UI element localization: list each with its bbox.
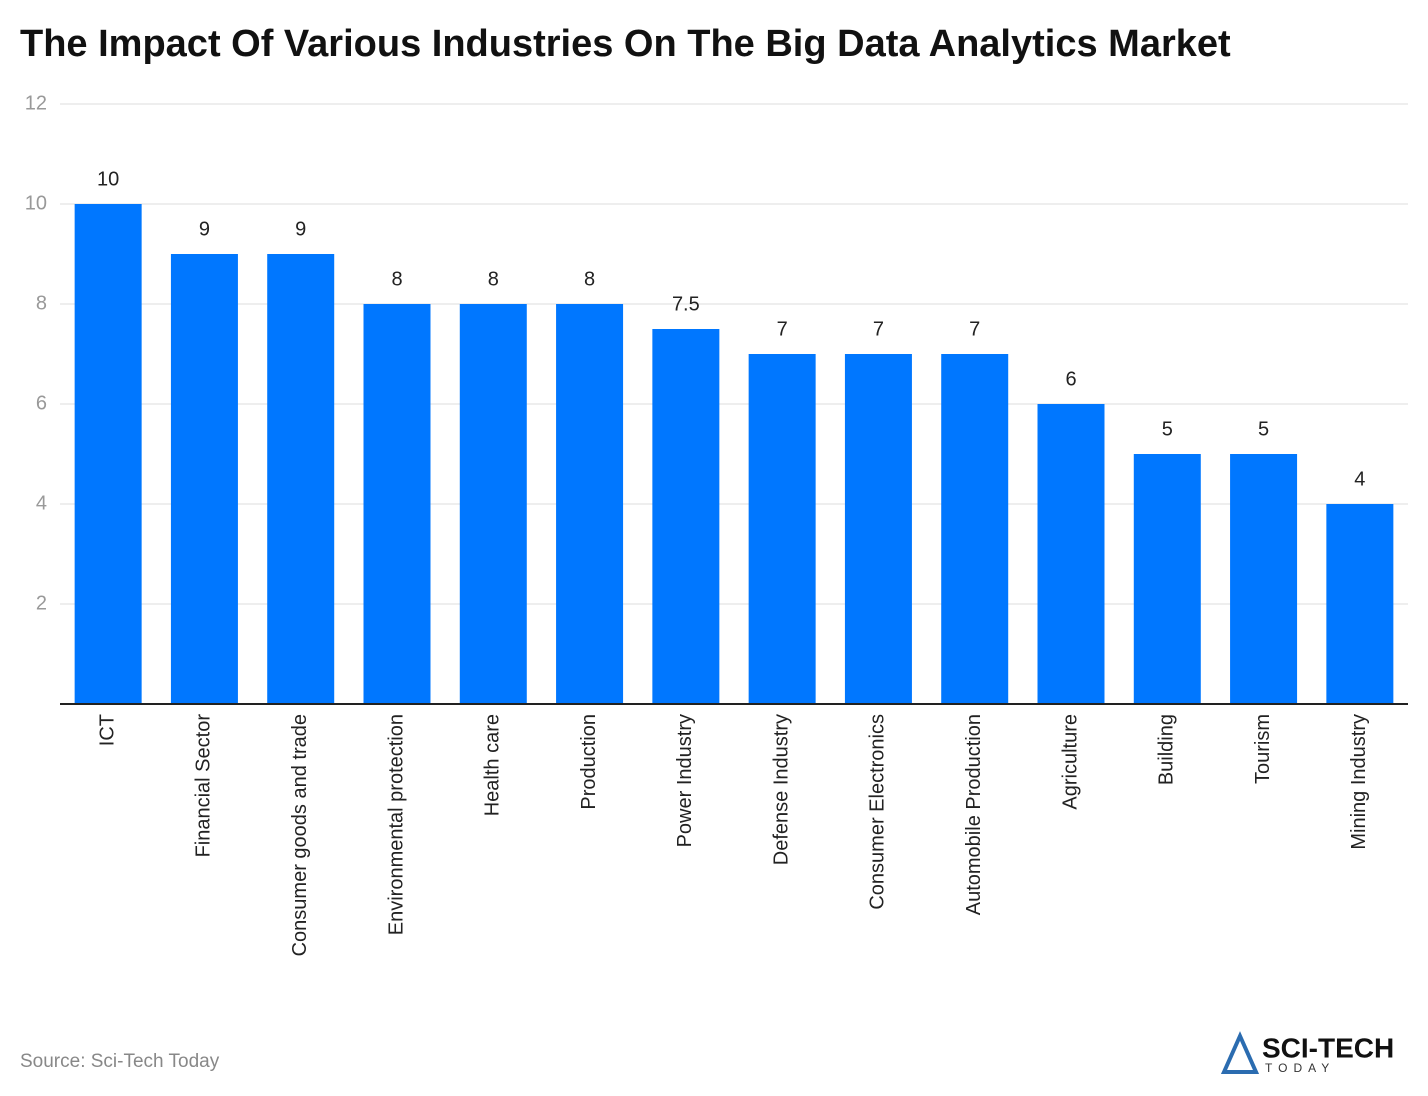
x-tick-label: ICT — [96, 714, 118, 746]
bar — [1326, 504, 1394, 704]
logo: SCI-TECH TODAY — [1220, 1031, 1394, 1075]
source: Source: Sci-Tech Today — [20, 1051, 220, 1072]
value-label: 8 — [488, 268, 499, 290]
x-tick-label: Financial Sector — [193, 714, 215, 858]
y-tick-label: 4 — [36, 492, 47, 514]
bar — [170, 254, 238, 704]
value-label: 7 — [969, 318, 980, 340]
bar — [74, 204, 142, 704]
x-tick-label: Power Industry — [674, 714, 696, 847]
bar — [1133, 454, 1201, 704]
value-label: 8 — [584, 268, 595, 290]
value-label: 10 — [97, 168, 119, 190]
x-tick-label: Consumer goods and trade — [289, 714, 311, 956]
y-tick-label: 6 — [36, 392, 47, 414]
x-tick-label: Environmental protection — [385, 714, 407, 935]
bar — [267, 254, 335, 704]
bar — [844, 354, 912, 704]
x-tick-label: Agriculture — [1059, 714, 1081, 810]
value-label: 5 — [1258, 418, 1269, 440]
x-tick-label: Defense Industry — [770, 714, 792, 865]
x-tick-label: Building — [1156, 714, 1178, 785]
x-tick-label: Mining Industry — [1348, 714, 1370, 850]
value-label: 7.5 — [672, 293, 700, 315]
x-tick-label: Consumer Electronics — [867, 714, 889, 910]
bar — [652, 329, 720, 704]
value-label: 5 — [1162, 418, 1173, 440]
value-label: 9 — [295, 218, 306, 240]
bar — [941, 354, 1009, 704]
x-tick-label: Automobile Production — [963, 714, 985, 915]
y-tick-label: 10 — [25, 192, 47, 214]
y-tick-label: 12 — [25, 92, 47, 114]
y-tick-label: 2 — [36, 592, 47, 614]
chart-title: The Impact Of Various Industries On The … — [20, 23, 1231, 65]
x-tick-label: Tourism — [1252, 714, 1274, 784]
bar — [1230, 454, 1298, 704]
bar — [748, 354, 816, 704]
logo-icon — [1220, 1031, 1260, 1074]
bar — [1037, 404, 1105, 704]
x-tick-label: Production — [578, 714, 600, 810]
value-label: 7 — [873, 318, 884, 340]
value-label: 4 — [1354, 468, 1365, 490]
bar — [459, 304, 527, 704]
logo-tagline: TODAY — [1265, 1061, 1335, 1075]
logo-name: SCI-TECH — [1262, 1032, 1394, 1063]
x-tick-label: Health care — [482, 714, 504, 816]
value-label: 7 — [777, 318, 788, 340]
value-label: 9 — [199, 218, 210, 240]
bar — [556, 304, 624, 704]
value-label: 6 — [1065, 368, 1076, 390]
value-label: 8 — [391, 268, 402, 290]
y-tick-label: 8 — [36, 292, 47, 314]
bar — [363, 304, 431, 704]
